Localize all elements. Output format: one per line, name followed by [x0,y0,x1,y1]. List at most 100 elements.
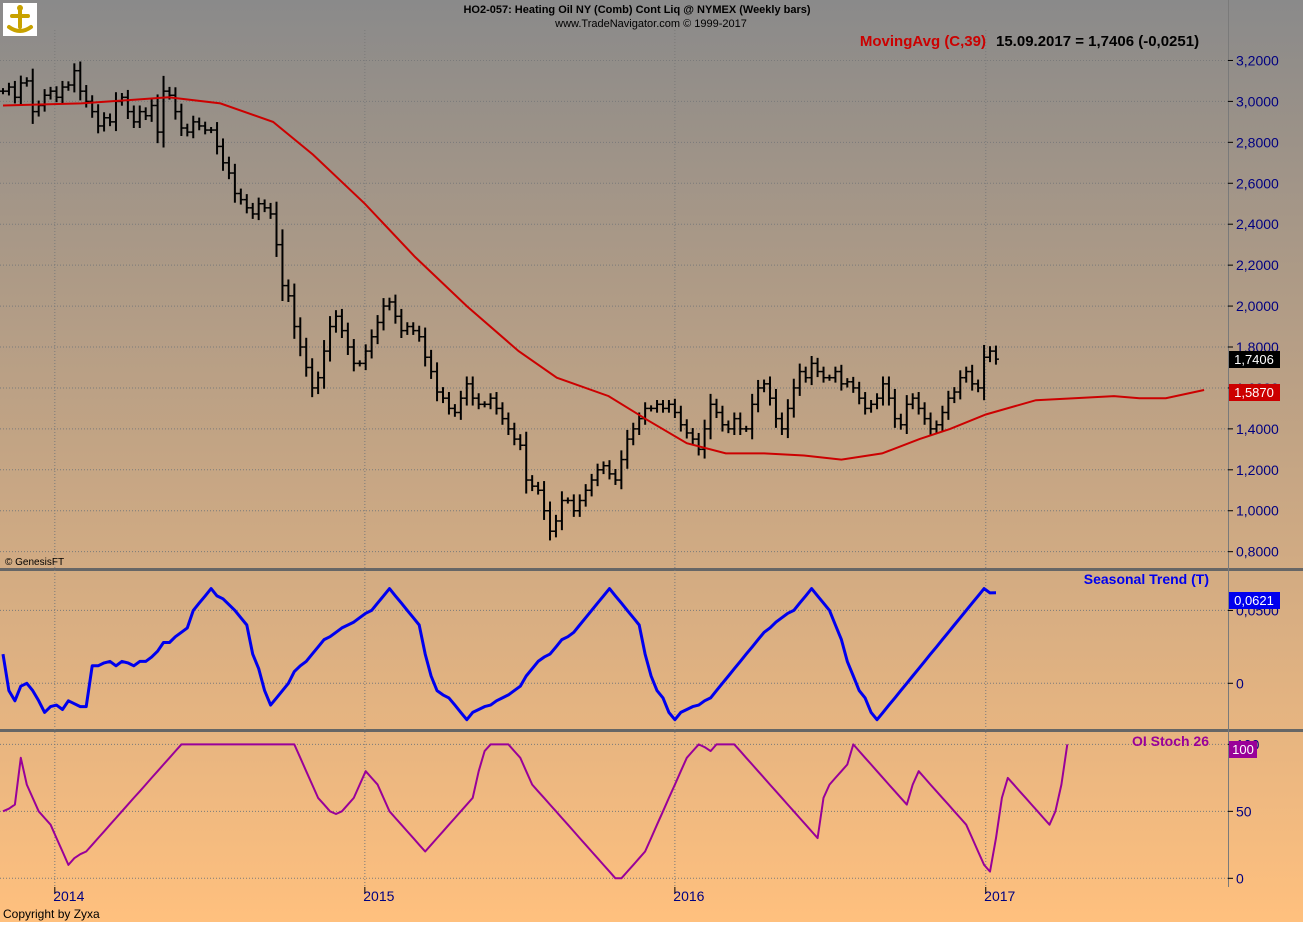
ohlc-bar [380,298,387,331]
ohlc-bar [630,422,637,446]
ohlc-bar [523,431,530,494]
ohlc-bar [237,188,244,205]
last-price-badge [1229,351,1280,368]
ohlc-bar [41,89,48,112]
chart-subtitle: www.TradeNavigator.com © 1999-2017 [554,18,747,30]
ohlc-bar [392,294,399,324]
ohlc-bar [130,105,137,129]
ohlc-bar [743,425,750,432]
ohlc-bar [184,123,191,137]
ohlc-bar [469,376,476,406]
ohlc-bar [826,374,833,381]
ohlc-bar [511,422,518,446]
x-axis-labels: 2014 2015 2016 2017 [53,887,1016,904]
ohlc-bar [374,315,381,345]
ohlc-bar [648,405,655,412]
ohlc-bar [576,494,583,517]
ohlc-bar [428,349,435,379]
price-tick-label: 0,8000 [1236,544,1279,560]
ohlc-bar [267,202,274,219]
ohlc-bar [315,371,322,395]
ohlc-bar [219,138,226,171]
ohlc-bar [612,468,619,485]
ohlc-bar [273,201,280,257]
ohlc-bar [713,398,720,419]
ohlc-bar [29,68,36,124]
ohlc-bar [624,429,631,469]
ohlc-bar [332,310,339,333]
ohlc-bar [327,316,334,362]
ohlc-bar [404,322,411,335]
seasonal-trend-line [1,587,997,722]
ohlc-bar [683,419,690,439]
ohlc-bar [148,99,155,122]
stoch-value-badge [1229,741,1257,758]
ohlc-bar [981,344,988,401]
ohlc-bar [903,395,910,434]
price-grid [0,59,1228,553]
x-axis-label-2017: 2017 [984,888,1015,904]
ohlc-bar [796,363,803,396]
ohlc-bar [558,491,565,531]
ohlc-bar [564,497,571,504]
ohlc-bar [196,117,203,131]
ohlc-bar [321,340,328,389]
ohlc-bar [707,393,714,440]
ohlc-bar [398,308,405,338]
ohlc-bar [249,202,256,219]
ohlc-bar [945,390,952,420]
ohlc-bar [101,112,108,132]
ohlc-bar [386,297,393,311]
ohlc-bar [832,366,839,383]
ohlc-bar [5,82,12,96]
ohlc-bar [350,339,357,372]
ohlc-bar [755,379,762,413]
ohlc-bar [59,80,66,104]
x-axis-label-2015: 2015 [363,888,394,904]
ma-indicator-label: MovingAvg (C,39) [860,33,986,50]
ohlc-bar [790,378,797,418]
stoch-panel-title: OI Stoch 26 [1132,733,1209,749]
ohlc-bar [547,501,554,541]
price-tick-label: 2,8000 [1236,134,1279,150]
ohlc-bar [362,344,369,371]
ohlc-bar [53,86,60,103]
ohlc-bar [261,199,268,213]
ohlc-bar [606,460,613,480]
ohlc-bar [671,398,678,419]
ohlc-bar [303,337,310,377]
ohlc-bar [493,392,500,415]
ohlc-bar [416,325,423,342]
ohlc-bar [17,75,24,105]
x-axis-label-2016: 2016 [673,888,704,904]
last-price-label: 1,7406 [1234,352,1274,367]
ohlc-bars [0,61,999,541]
ohlc-bar [850,376,857,393]
price-tick-label: 1,0000 [1236,503,1279,519]
ohlc-bar [279,229,286,301]
ohlc-bar [410,322,417,335]
ohlc-bar [202,121,209,135]
ohlc-bar [600,461,607,475]
ohlc-bar [178,103,185,136]
ohlc-bar [65,81,72,91]
ohlc-bar [487,393,494,410]
stoch-tick-label: 50 [1236,803,1252,819]
ohlc-bar [951,387,958,404]
ohlc-bar [505,412,512,436]
ohlc-bar [475,393,482,410]
ohlc-bar [541,481,548,520]
ohlc-bar [588,473,595,497]
ohlc-bar [439,387,446,404]
ohlc-bar [285,279,292,302]
ohlc-bar [963,366,970,383]
ohlc-bar [927,412,934,436]
ohlc-bar [463,376,470,406]
ohlc-bar [124,89,131,120]
genesis-credit: © GenesisFT [5,557,64,568]
ma-value-label: 1,5870 [1234,385,1274,400]
ohlc-bar [434,362,441,402]
ohlc-bar [802,366,809,383]
ohlc-bar [856,381,863,405]
y-axis-divider [1228,0,1229,887]
